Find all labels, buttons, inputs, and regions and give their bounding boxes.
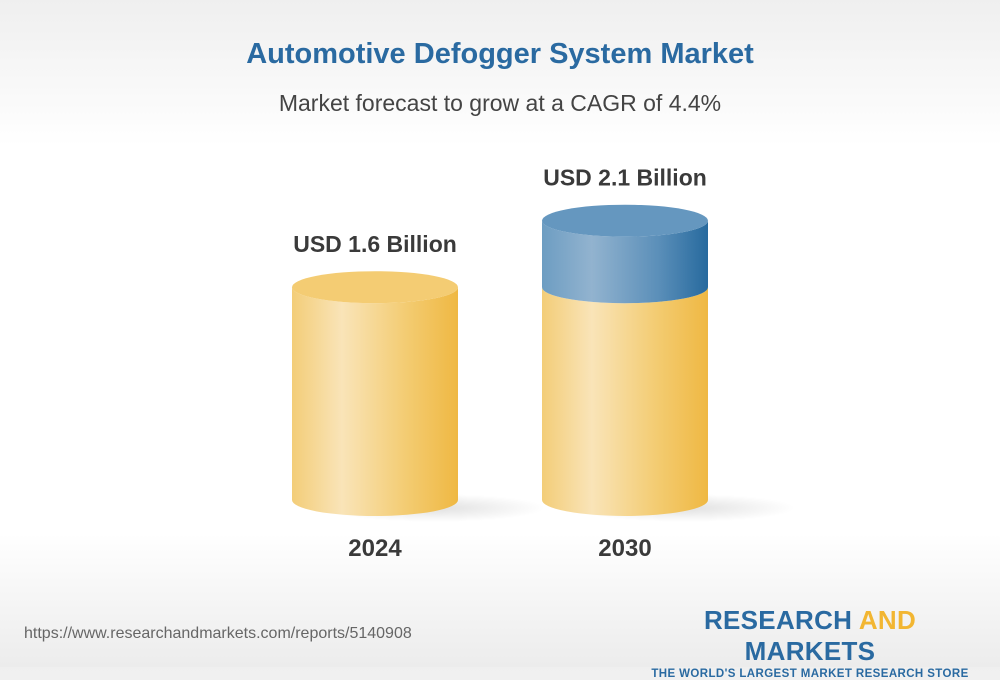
research-and-markets-logo: RESEARCH AND MARKETS THE WORLD'S LARGEST… <box>651 605 969 680</box>
cylinder-body-growth <box>542 220 708 304</box>
value-label: USD 1.6 Billion <box>293 231 457 257</box>
cylinder-top <box>542 204 708 237</box>
category-label: 2024 <box>348 535 402 562</box>
cylinder-body <box>292 287 458 516</box>
cylinder-top <box>292 271 458 304</box>
report-url[interactable]: https://www.researchandmarkets.com/repor… <box>24 625 412 642</box>
category-label: 2030 <box>598 535 651 562</box>
chart-subtitle: Market forecast to grow at a CAGR of 4.4… <box>278 90 722 116</box>
value-label: USD 2.1 Billion <box>543 165 707 191</box>
cylinder-body-base <box>542 287 708 516</box>
chart-title: Automotive Defogger System Market <box>246 38 754 70</box>
